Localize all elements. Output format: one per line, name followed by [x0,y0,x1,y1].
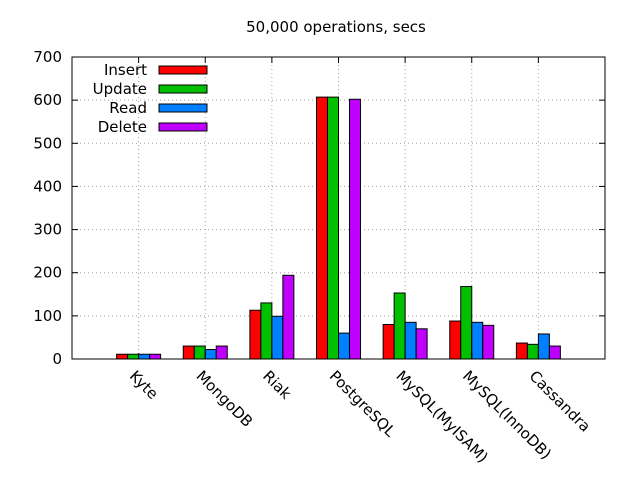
y-tick-label: 300 [33,221,62,239]
y-tick-label: 200 [33,264,62,282]
bar-update-1 [193,345,206,360]
bar-delete-6 [548,345,561,360]
bar-update-4 [393,292,406,360]
bar-read-3 [338,332,350,360]
bar-read-4 [404,321,417,360]
bar-insert-2 [249,309,262,360]
legend-label: Read [109,99,147,117]
bar-read-0 [138,353,151,360]
bar-update-6 [526,343,539,360]
bar-read-1 [204,349,217,360]
y-tick-label: 400 [33,177,62,195]
bar-delete-3 [349,98,361,360]
y-axis: 0 100 200 300 400 500 600 700 [33,48,605,368]
y-tick-label: 0 [52,350,62,368]
bar-read-5 [471,321,484,360]
x-tick-label: Riak [259,367,295,403]
legend-swatch-delete [158,122,208,132]
grid-lines [72,57,605,359]
bar-update-5 [460,286,473,360]
bars [116,96,561,360]
bar-delete-0 [149,353,162,360]
bar-update-0 [127,353,140,360]
bar-delete-4 [415,328,428,360]
x-tick-label: Kyte [126,367,162,403]
bar-delete-2 [282,274,295,360]
legend-label: Delete [98,118,147,136]
bar-insert-6 [515,342,528,360]
bar-delete-1 [215,345,228,360]
bar-delete-5 [482,324,495,360]
legend-label: Insert [104,61,147,79]
bar-update-2 [260,302,273,360]
x-tick-label: Cassandra [526,367,595,436]
bar-insert-4 [382,323,395,360]
x-tick-label: PostgreSQL [326,367,400,441]
y-tick-label: 600 [33,91,62,109]
legend-label: Update [93,80,147,98]
bar-insert-0 [116,353,129,360]
bar-insert-5 [449,320,462,360]
legend-swatch-insert [158,65,208,75]
bar-read-2 [271,315,284,360]
y-tick-label: 700 [33,48,62,66]
bar-insert-3 [316,96,328,360]
y-tick-label: 100 [33,307,62,325]
x-tick-label: MongoDB [192,367,256,431]
chart-title: 50,000 operations, secs [246,18,426,36]
y-tick-label: 500 [33,134,62,152]
bar-update-3 [327,96,339,360]
legend-swatch-update [158,84,208,94]
legend-swatch-read [158,103,208,113]
bar-read-6 [537,333,550,360]
bar-insert-1 [182,345,195,360]
